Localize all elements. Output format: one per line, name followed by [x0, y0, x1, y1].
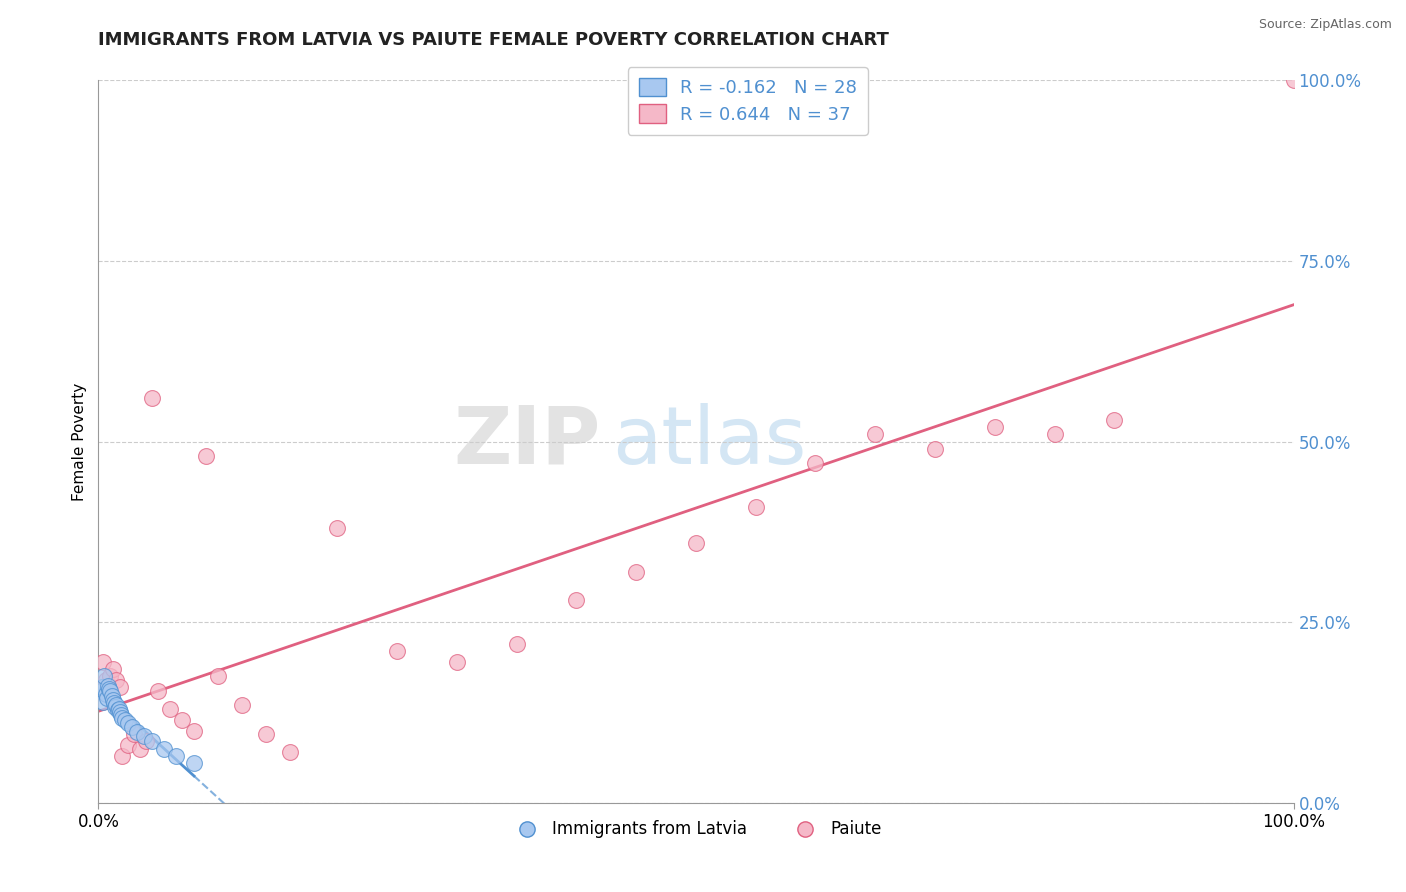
Point [135, 734, 157, 748]
Point [91, 680, 114, 694]
Point [117, 716, 139, 731]
Point [91, 655, 114, 669]
Point [97, 687, 120, 701]
Point [107, 702, 129, 716]
Point [159, 702, 181, 716]
Text: ZIP: ZIP [453, 402, 600, 481]
Point [108, 706, 131, 720]
Point [506, 637, 529, 651]
Point [121, 720, 143, 734]
Point [101, 662, 124, 676]
Point [141, 734, 163, 748]
Point [108, 680, 131, 694]
Text: Source: ZipAtlas.com: Source: ZipAtlas.com [1258, 18, 1392, 31]
Point [924, 442, 946, 456]
Point [1043, 427, 1066, 442]
Point [107, 703, 129, 717]
Point [165, 748, 187, 763]
Point [96, 691, 118, 706]
Point [90, 683, 112, 698]
Point [105, 698, 128, 713]
Legend: Immigrants from Latvia, Paiute: Immigrants from Latvia, Paiute [503, 814, 889, 845]
Point [745, 500, 768, 514]
Point [110, 707, 132, 722]
Point [626, 565, 648, 579]
Point [98, 669, 122, 683]
Point [172, 713, 194, 727]
Point [1282, 73, 1305, 87]
Point [141, 391, 163, 405]
Point [125, 725, 148, 739]
Text: atlas: atlas [613, 402, 807, 481]
Point [865, 427, 887, 442]
Point [385, 644, 409, 658]
Point [104, 700, 127, 714]
Point [183, 723, 205, 738]
Point [446, 655, 468, 669]
Point [103, 696, 125, 710]
Point [326, 521, 349, 535]
Point [254, 727, 277, 741]
Point [93, 669, 115, 683]
Point [94, 673, 117, 687]
Point [100, 689, 122, 703]
Point [111, 748, 134, 763]
Point [153, 741, 176, 756]
Point [148, 683, 170, 698]
Point [124, 727, 146, 741]
Point [91, 695, 114, 709]
Point [231, 698, 253, 713]
Point [101, 693, 124, 707]
Point [117, 738, 139, 752]
Point [207, 669, 229, 683]
Point [804, 456, 827, 470]
Y-axis label: Female Poverty: Female Poverty [72, 383, 87, 500]
Point [132, 729, 155, 743]
Point [111, 710, 134, 724]
Point [685, 535, 707, 549]
Point [97, 679, 120, 693]
Point [114, 713, 136, 727]
Point [94, 687, 117, 701]
Point [1104, 413, 1126, 427]
Point [278, 745, 301, 759]
Point [98, 683, 122, 698]
Point [183, 756, 205, 770]
Point [195, 449, 218, 463]
Point [98, 681, 121, 696]
Point [565, 593, 588, 607]
Text: IMMIGRANTS FROM LATVIA VS PAIUTE FEMALE POVERTY CORRELATION CHART: IMMIGRANTS FROM LATVIA VS PAIUTE FEMALE … [98, 31, 890, 49]
Point [129, 741, 152, 756]
Point [984, 420, 1007, 434]
Point [105, 673, 128, 687]
